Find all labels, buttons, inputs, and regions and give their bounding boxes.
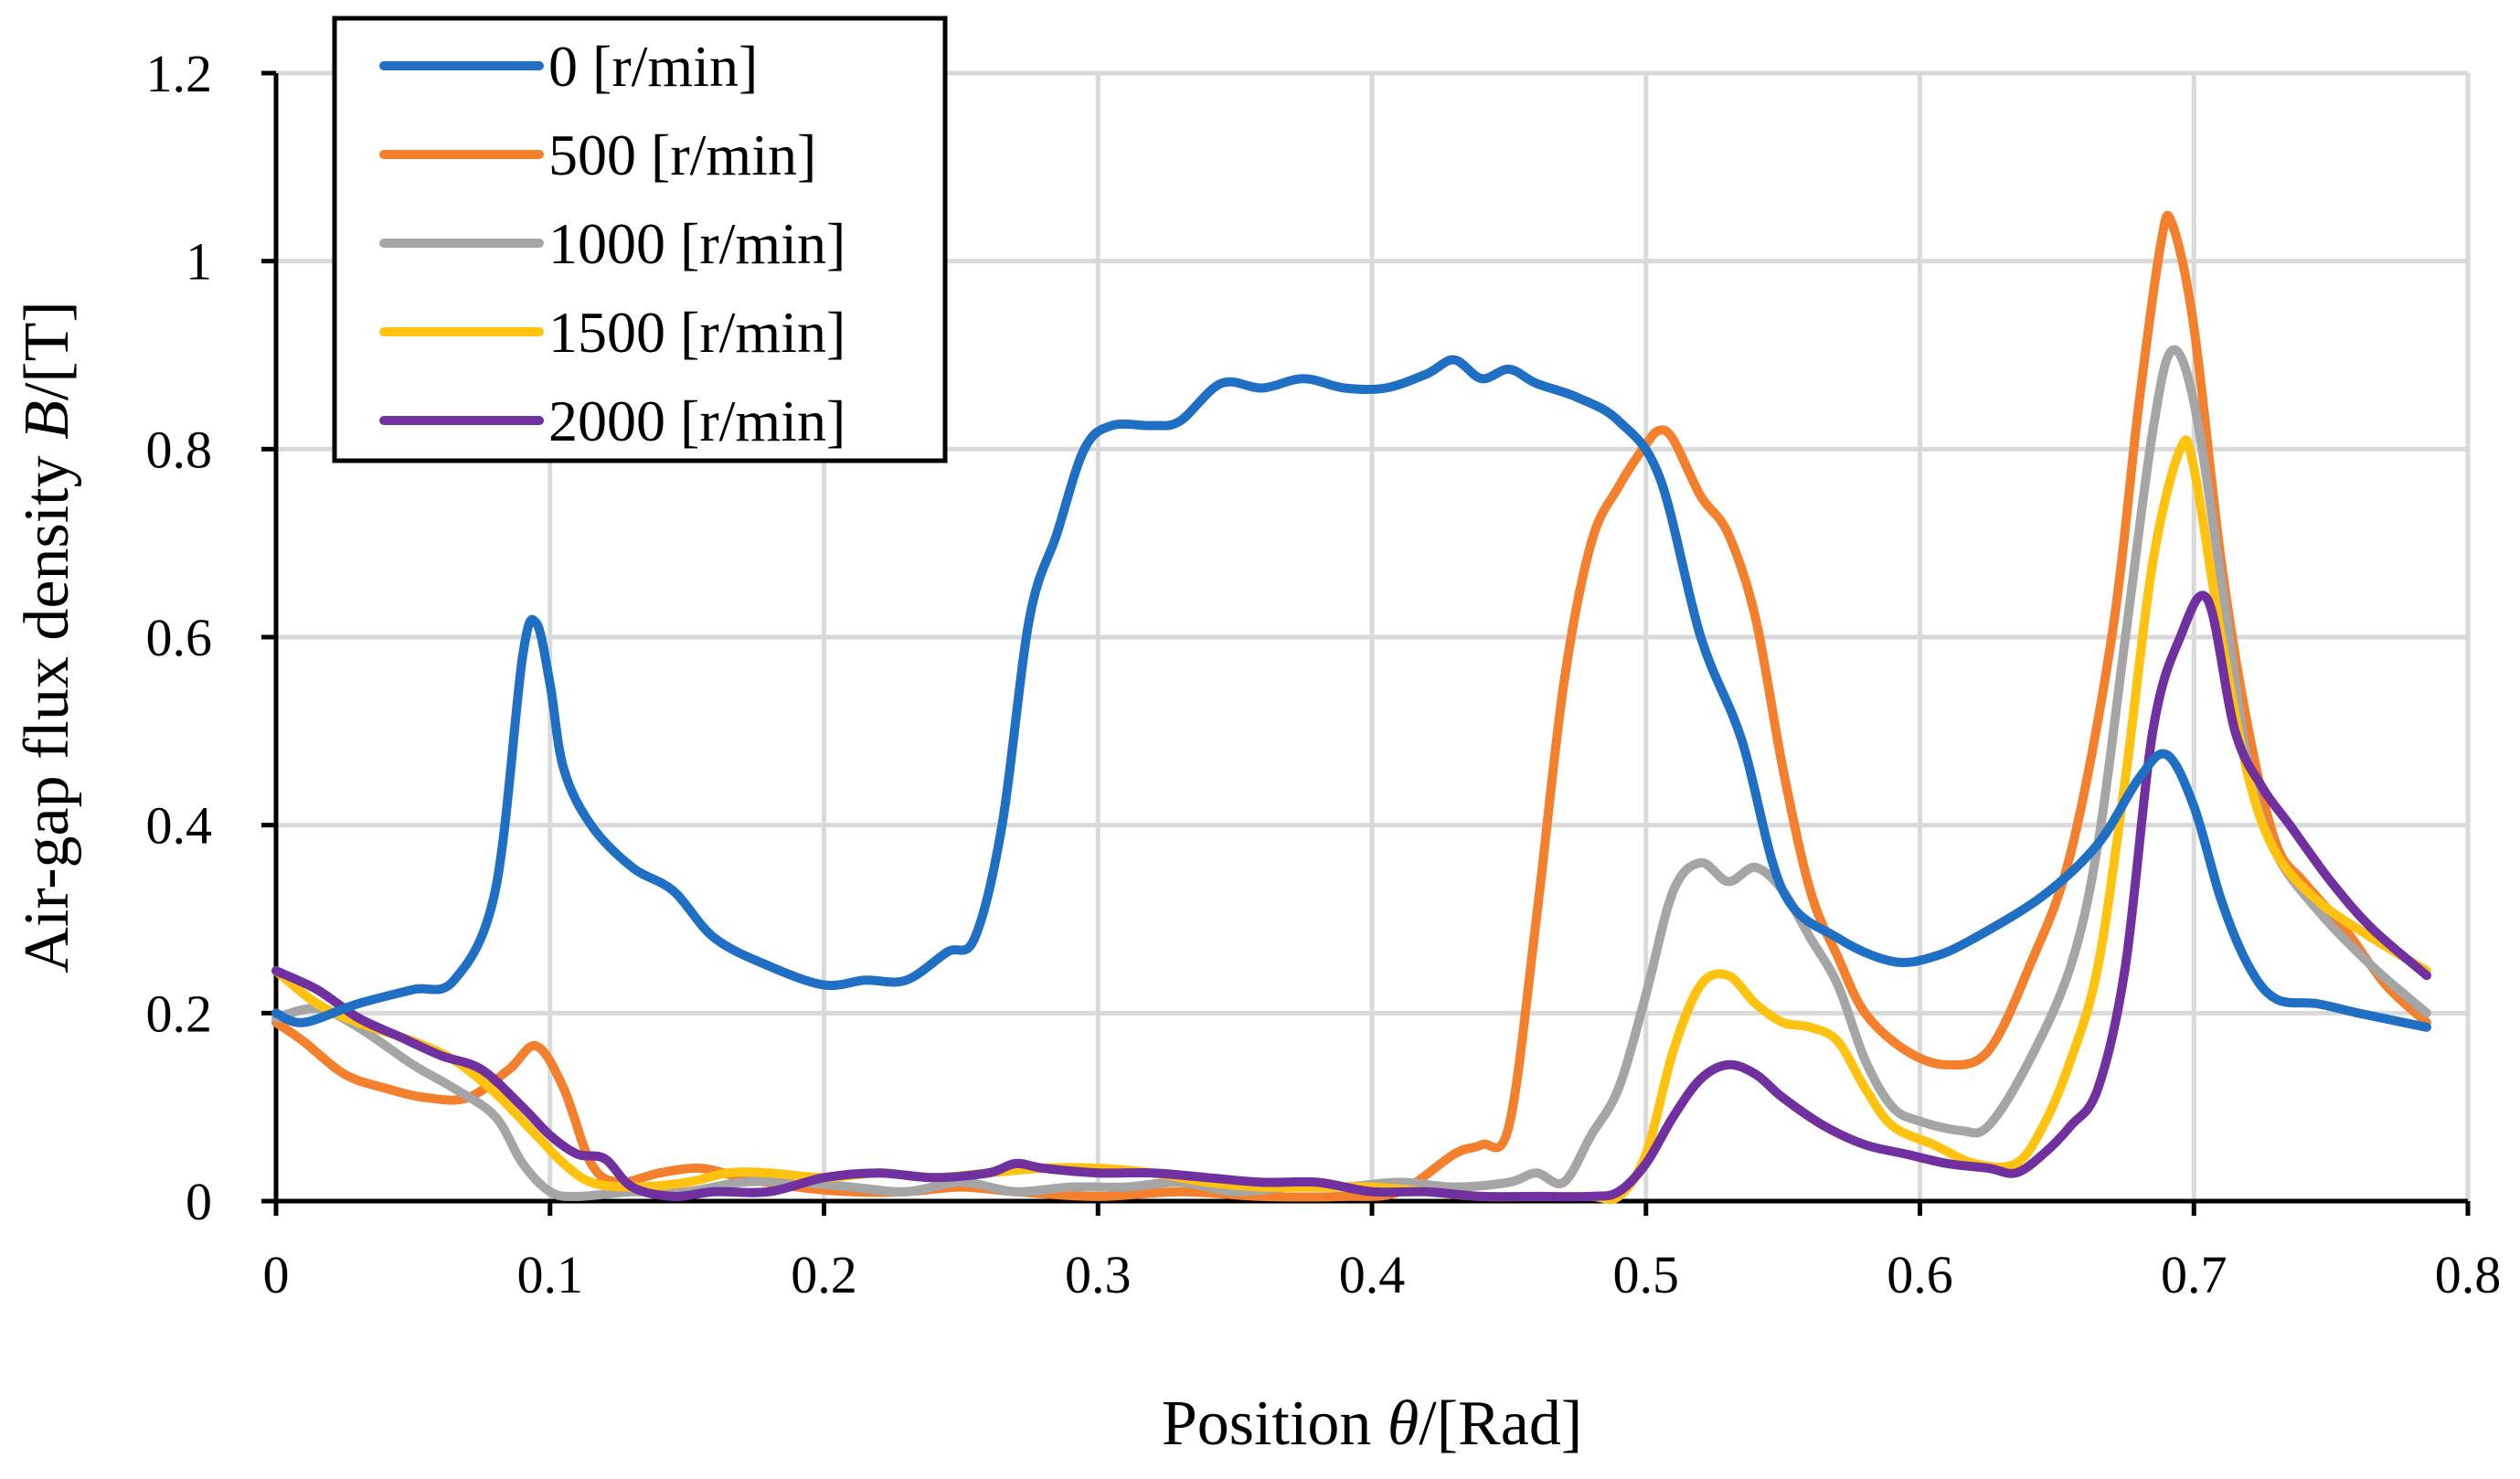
legend-label-2: 1000 [r/min] bbox=[548, 211, 845, 276]
x-tick-label: 0.4 bbox=[1339, 1245, 1406, 1304]
x-tick-label: 0.6 bbox=[1887, 1245, 1953, 1304]
series-line-1 bbox=[271, 210, 2431, 1202]
y-axis-title: Air-gap flux density B/[T] bbox=[12, 301, 82, 973]
y-tick-label: 0.8 bbox=[146, 420, 213, 479]
x-tick-label: 0.5 bbox=[1613, 1245, 1680, 1304]
legend-label-4: 2000 [r/min] bbox=[548, 388, 845, 453]
y-tick-label: 0.6 bbox=[146, 608, 213, 667]
legend-label-0: 0 [r/min] bbox=[548, 34, 758, 99]
x-axis-title: Position θ/[Rad] bbox=[1162, 1389, 1582, 1459]
series-lines bbox=[271, 210, 2431, 1205]
x-tick-label: 0.8 bbox=[2435, 1245, 2502, 1304]
y-tick-label: 0.2 bbox=[146, 984, 213, 1043]
series-line-3 bbox=[271, 435, 2431, 1205]
series-line-0 bbox=[271, 355, 2431, 1032]
x-tick-label: 0 bbox=[263, 1245, 290, 1304]
x-tick-label: 0.1 bbox=[517, 1245, 584, 1304]
x-tick-label: 0.2 bbox=[791, 1245, 857, 1304]
y-tick-label: 1.2 bbox=[146, 44, 213, 103]
y-tick-label: 0 bbox=[186, 1172, 212, 1231]
legend: 0 [r/min] 500 [r/min] 1000 [r/min] 1500 [r/… bbox=[332, 16, 948, 463]
x-tick-label: 0.3 bbox=[1065, 1245, 1132, 1304]
legend-label-3: 1500 [r/min] bbox=[548, 300, 845, 365]
y-tick-labels: 0 0.2 0.4 0.6 0.8 1 1.2 bbox=[146, 44, 213, 1231]
legend-label-1: 500 [r/min] bbox=[548, 122, 816, 187]
y-tick-label: 1 bbox=[186, 232, 212, 292]
y-tick-label: 0.4 bbox=[146, 796, 213, 856]
series-line-4 bbox=[271, 591, 2431, 1202]
x-tick-labels: 0 0.1 0.2 0.3 0.4 0.5 0.6 0.7 0.8 bbox=[263, 1245, 2502, 1304]
x-tick-label: 0.7 bbox=[2161, 1245, 2228, 1304]
